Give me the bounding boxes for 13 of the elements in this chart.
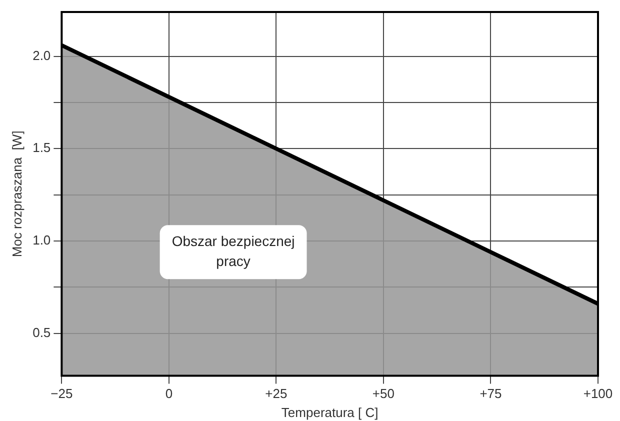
y-tick-label: 1.5 [32, 140, 51, 156]
annotation: Obszar bezpiecznej pracy [172, 232, 295, 269]
y-tick-label: 1.0 [32, 232, 51, 248]
x-tick-label: +100 [583, 386, 613, 402]
x-tick-label: +25 [265, 386, 288, 402]
y-tick-label: 0.5 [32, 324, 51, 340]
y-tick-label: 2.0 [32, 48, 51, 63]
y-axis-title: Moc rozpraszana [W] [9, 130, 24, 258]
x-tick-label: −25 [50, 386, 73, 402]
x-tick-label: +75 [480, 386, 502, 402]
x-axis-title: Temperatura [ C] [281, 404, 378, 420]
x-tick-label: 0 [165, 386, 173, 402]
x-tick-label: +50 [372, 386, 394, 402]
